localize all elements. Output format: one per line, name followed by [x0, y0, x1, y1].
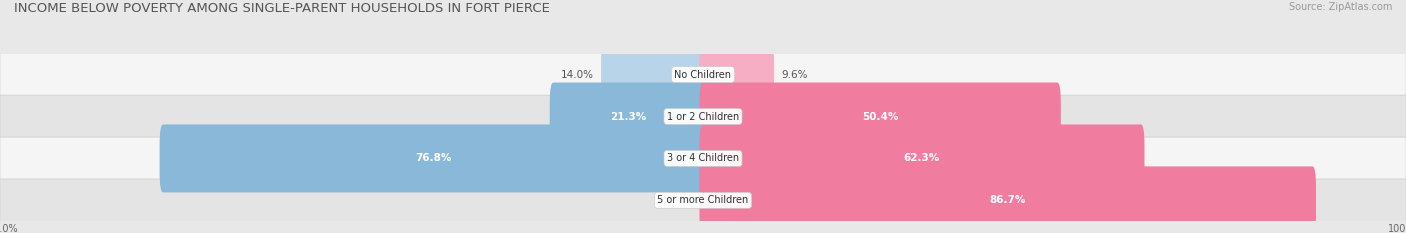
FancyBboxPatch shape [602, 41, 707, 109]
Text: 86.7%: 86.7% [990, 195, 1026, 205]
FancyBboxPatch shape [700, 41, 775, 109]
FancyBboxPatch shape [700, 166, 1316, 233]
FancyBboxPatch shape [550, 82, 707, 151]
Text: 50.4%: 50.4% [862, 112, 898, 121]
Text: INCOME BELOW POVERTY AMONG SINGLE-PARENT HOUSEHOLDS IN FORT PIERCE: INCOME BELOW POVERTY AMONG SINGLE-PARENT… [14, 2, 550, 15]
Text: 1 or 2 Children: 1 or 2 Children [666, 112, 740, 121]
Text: 0.0%: 0.0% [666, 195, 693, 205]
FancyBboxPatch shape [700, 82, 1062, 151]
FancyBboxPatch shape [0, 179, 1406, 222]
Text: 9.6%: 9.6% [782, 70, 807, 79]
Text: 14.0%: 14.0% [561, 70, 593, 79]
Text: Source: ZipAtlas.com: Source: ZipAtlas.com [1288, 2, 1392, 12]
Text: 5 or more Children: 5 or more Children [658, 195, 748, 205]
FancyBboxPatch shape [0, 53, 1406, 96]
FancyBboxPatch shape [700, 124, 1144, 192]
Text: No Children: No Children [675, 70, 731, 79]
Text: 76.8%: 76.8% [415, 154, 451, 163]
Text: 62.3%: 62.3% [904, 154, 941, 163]
FancyBboxPatch shape [160, 124, 707, 192]
Text: 3 or 4 Children: 3 or 4 Children [666, 154, 740, 163]
Text: 21.3%: 21.3% [610, 112, 647, 121]
FancyBboxPatch shape [0, 137, 1406, 180]
FancyBboxPatch shape [0, 95, 1406, 138]
